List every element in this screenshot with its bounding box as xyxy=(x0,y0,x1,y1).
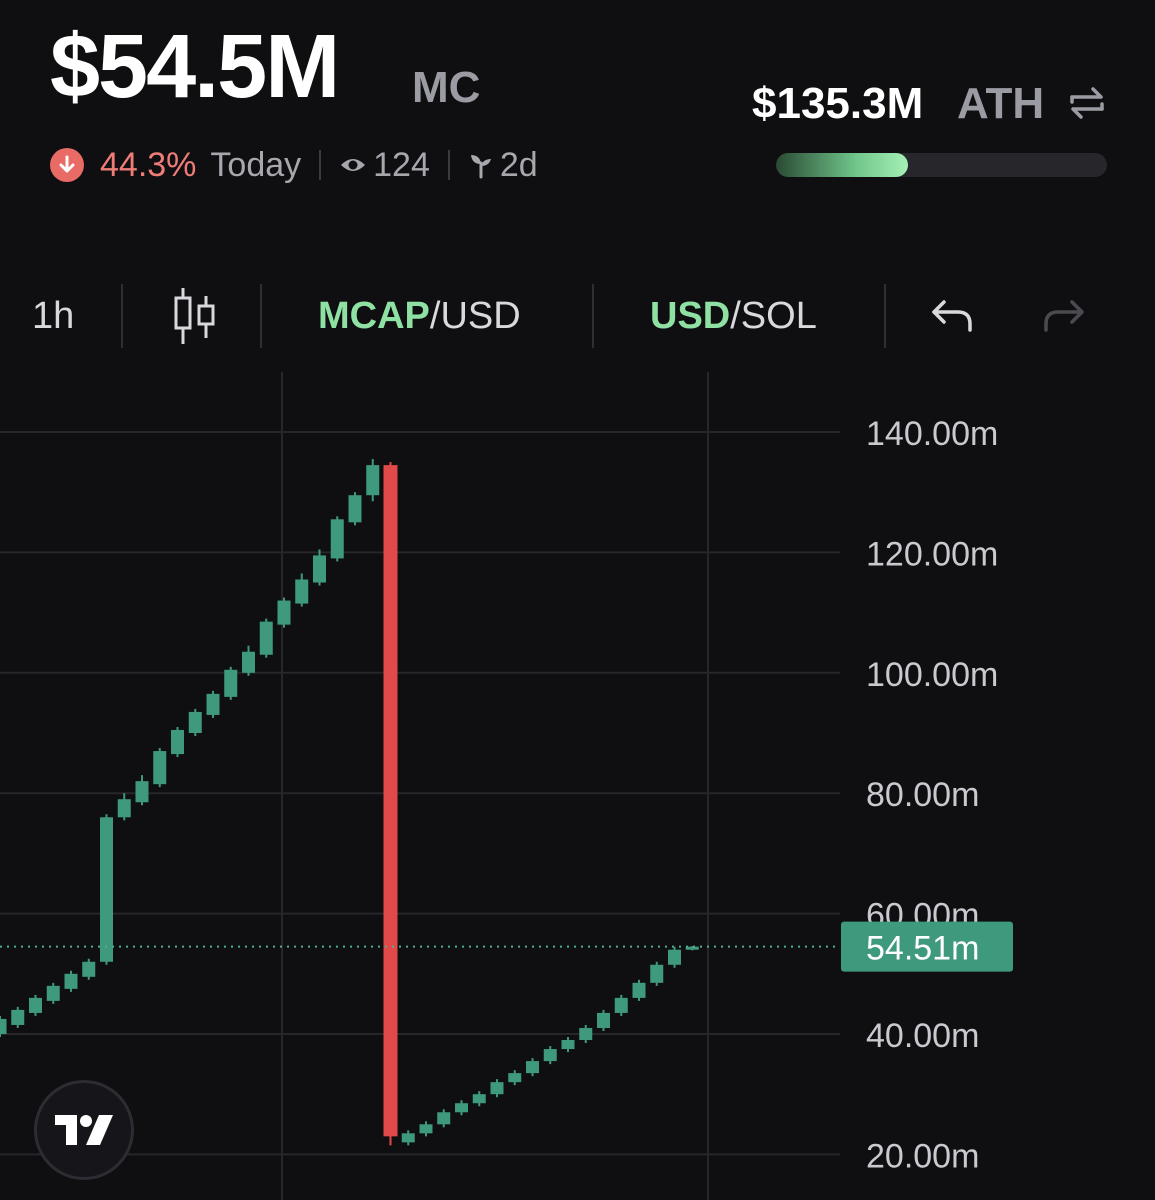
candle-body xyxy=(29,997,42,1013)
y-tick-label: 80.00m xyxy=(866,776,979,814)
candle-body xyxy=(64,973,78,989)
candle-body xyxy=(153,751,167,785)
candle-body xyxy=(472,1094,486,1104)
market-cap-value: $54.5M xyxy=(50,17,340,117)
candle-body xyxy=(543,1049,557,1062)
candle-body xyxy=(313,555,326,583)
ath-progress-bar xyxy=(776,153,1107,177)
usd-sol-toggle[interactable]: USD/SOL xyxy=(650,280,817,352)
candle-body xyxy=(508,1073,522,1083)
candle-body xyxy=(614,997,628,1013)
candle-body xyxy=(171,729,184,755)
candle-body xyxy=(11,1009,25,1025)
divider xyxy=(884,284,886,348)
candle-body xyxy=(224,669,238,697)
current-price-badge xyxy=(841,921,1013,972)
candle-body xyxy=(419,1124,433,1134)
eye-icon xyxy=(339,155,367,175)
y-tick-label: 20.00m xyxy=(866,1137,979,1175)
redo-icon[interactable] xyxy=(1042,280,1086,352)
divider xyxy=(447,150,450,180)
tradingview-logo[interactable] xyxy=(34,1080,134,1180)
divider xyxy=(592,284,594,348)
stats-row: 44.3% Today 124 2d xyxy=(50,145,538,185)
candles-icon[interactable] xyxy=(170,280,216,352)
usd-label: USD xyxy=(650,294,731,337)
candle-body xyxy=(277,600,291,625)
candle-body xyxy=(366,465,380,496)
interval-selector[interactable]: 1h xyxy=(32,294,75,337)
divider xyxy=(260,284,262,348)
ath-progress-fill xyxy=(776,153,909,177)
candle-body xyxy=(46,985,60,1001)
market-cap-suffix: MC xyxy=(412,63,481,112)
candle-body xyxy=(206,693,220,715)
viewer-count: 124 xyxy=(373,145,430,184)
candle-body xyxy=(490,1082,504,1095)
candle-body xyxy=(82,961,96,977)
candle-body xyxy=(597,1012,610,1028)
candle-body xyxy=(348,495,362,523)
candle-body xyxy=(455,1103,468,1113)
ath-label: ATH xyxy=(957,79,1045,128)
candle-body xyxy=(401,1133,415,1143)
candle-body xyxy=(632,982,646,998)
mcap-suffix: /USD xyxy=(429,294,521,337)
candle-body xyxy=(668,949,681,965)
price-chart[interactable]: 140.00m120.00m100.00m80.00m60.00m40.00m2… xyxy=(0,372,1155,1200)
arrow-down-icon xyxy=(50,148,84,182)
candle-body xyxy=(685,946,699,950)
candle-body xyxy=(117,799,131,818)
ath-value: $135.3M xyxy=(752,79,924,128)
change-percent: 44.3% xyxy=(100,145,197,184)
candle-body xyxy=(383,465,398,1137)
candle-body xyxy=(330,519,344,559)
y-tick-label: 40.00m xyxy=(866,1017,979,1055)
usd-suffix: /SOL xyxy=(730,294,817,337)
sprout-icon xyxy=(468,151,494,179)
chart-toolbar: 1h MCAP/USD USD/SOL xyxy=(0,280,1155,352)
token-age: 2d xyxy=(499,145,538,184)
candle-body xyxy=(437,1112,451,1125)
candle-body xyxy=(579,1027,593,1041)
candle-body xyxy=(650,964,664,983)
candle-body xyxy=(135,781,149,803)
y-tick-label: 100.00m xyxy=(866,656,998,694)
mcap-label: MCAP xyxy=(318,294,430,337)
candle-body xyxy=(188,711,202,733)
candle-body xyxy=(526,1061,539,1074)
mcap-usd-toggle[interactable]: MCAP/USD xyxy=(318,280,521,352)
candle-body xyxy=(259,621,273,655)
undo-icon[interactable] xyxy=(930,280,974,352)
divider xyxy=(319,150,322,180)
candle-body xyxy=(0,1018,7,1034)
y-tick-label: 140.00m xyxy=(866,415,998,453)
change-period: Today xyxy=(210,145,302,184)
candle-body xyxy=(295,579,309,604)
swap-icon[interactable] xyxy=(1068,84,1106,125)
current-price-label: 54.51m xyxy=(866,930,979,968)
divider xyxy=(121,284,123,348)
candle-body xyxy=(561,1040,575,1050)
candle-body xyxy=(100,817,113,962)
candle-body xyxy=(242,651,255,673)
y-tick-label: 120.00m xyxy=(866,535,998,573)
